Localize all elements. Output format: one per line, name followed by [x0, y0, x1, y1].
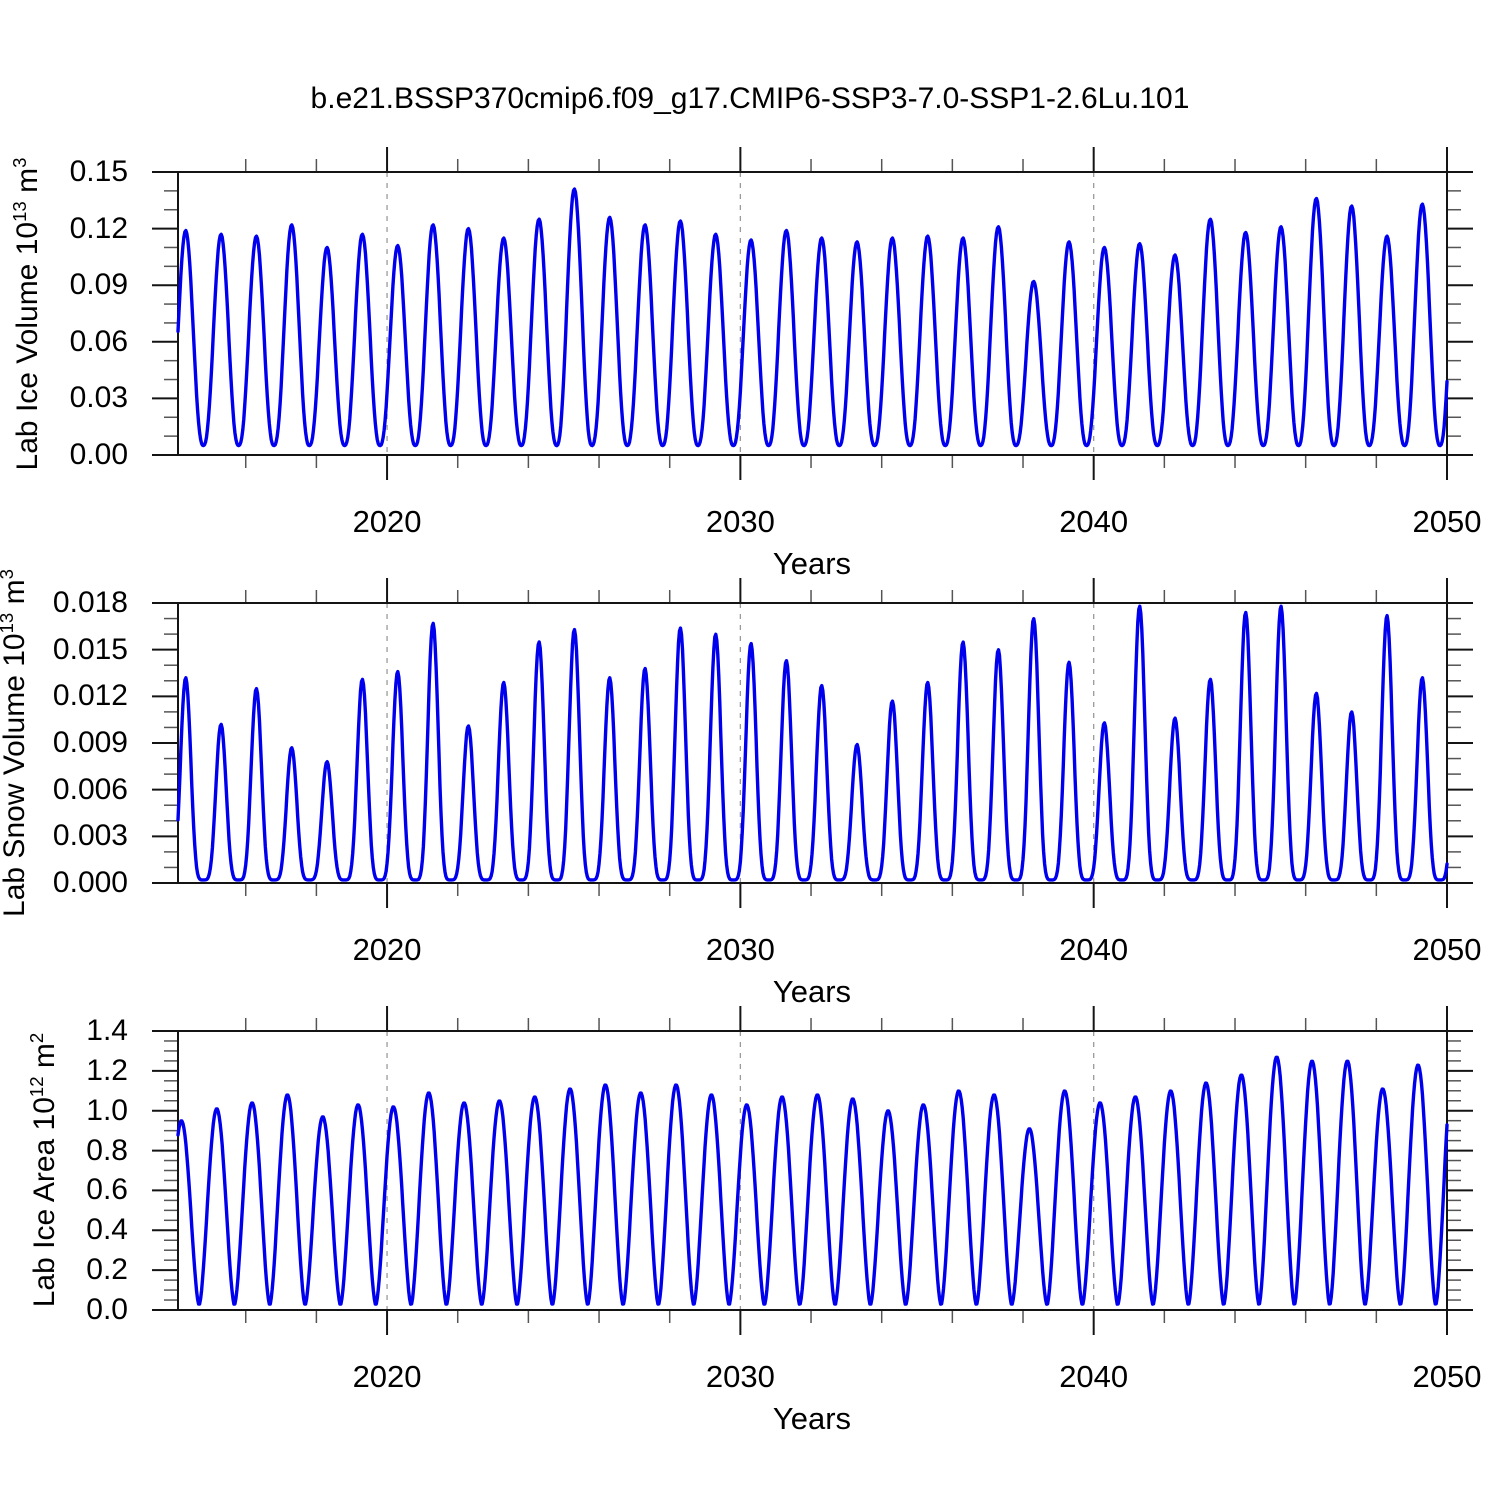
x-axis-title: Years [772, 546, 852, 581]
y-tick-label: 0.0 [86, 1293, 128, 1326]
panel-lab-ice-area [152, 1006, 1473, 1335]
x-axis-title: Years [772, 1401, 852, 1436]
unit-exponent: 3 [0, 569, 17, 579]
y-tick-label: 0.000 [52, 866, 128, 899]
data-line-lab-snow-volume [176, 604, 1449, 882]
y-tick-label: 0.6 [86, 1173, 128, 1207]
y-tick-label: 0.003 [52, 819, 128, 853]
x-tick-label: 2030 [705, 1359, 775, 1394]
data-line-lab-ice-volume [176, 187, 1449, 448]
y-tick-label: 0.009 [52, 726, 128, 759]
y-tick-label: 0.2 [86, 1253, 128, 1287]
y-tick-label: 0.12 [69, 211, 128, 245]
x-tick-label: 2030 [705, 932, 775, 967]
y-tick-label: 0.018 [52, 586, 128, 619]
x-tick-label: 2050 [1412, 1359, 1482, 1394]
panel-lab-ice-volume [152, 147, 1473, 480]
y-tick-label: 1.2 [86, 1053, 128, 1087]
y-tick-label: 0.8 [86, 1133, 128, 1167]
y-tick-label: 0.4 [86, 1213, 128, 1247]
plot-frame [177, 602, 1448, 884]
panel-lab-snow-volume [152, 578, 1473, 908]
x-tick-label: 2050 [1412, 504, 1482, 539]
x-tick-label: 2040 [1059, 932, 1129, 967]
x-tick-label: 2040 [1059, 1359, 1129, 1394]
y-tick-label: 0.06 [69, 324, 128, 358]
x-tick-label: 2040 [1059, 504, 1129, 539]
y-tick-label: 0.03 [69, 381, 128, 415]
plot-frame [177, 1030, 1448, 1311]
y-axis-title-ice-volume: Lab Ice Volume 1013 m3 [9, 158, 45, 471]
x-tick-label: 2020 [352, 504, 422, 539]
x-tick-label: 2030 [705, 504, 775, 539]
x-tick-label: 2050 [1412, 932, 1482, 967]
y-tick-label: 0.015 [52, 632, 128, 666]
y-tick-label: 0.15 [69, 155, 128, 188]
x-axis-title: Years [772, 974, 852, 1009]
y-tick-label: 0.012 [52, 679, 128, 713]
figure-title: b.e21.BSSP370cmip6.f09_g17.CMIP6-SSP3-7.… [310, 82, 1190, 115]
x-tick-label: 2020 [352, 932, 422, 967]
y-tick-label: 0.00 [69, 438, 128, 471]
x-tick-label: 2020 [352, 1359, 422, 1394]
data-line-lab-ice-area [176, 1055, 1449, 1306]
y-tick-label: 0.09 [69, 268, 128, 302]
y-tick-label: 0.006 [52, 772, 128, 806]
y-tick-label: 1.0 [86, 1093, 128, 1127]
y-tick-label: 1.4 [86, 1014, 128, 1047]
